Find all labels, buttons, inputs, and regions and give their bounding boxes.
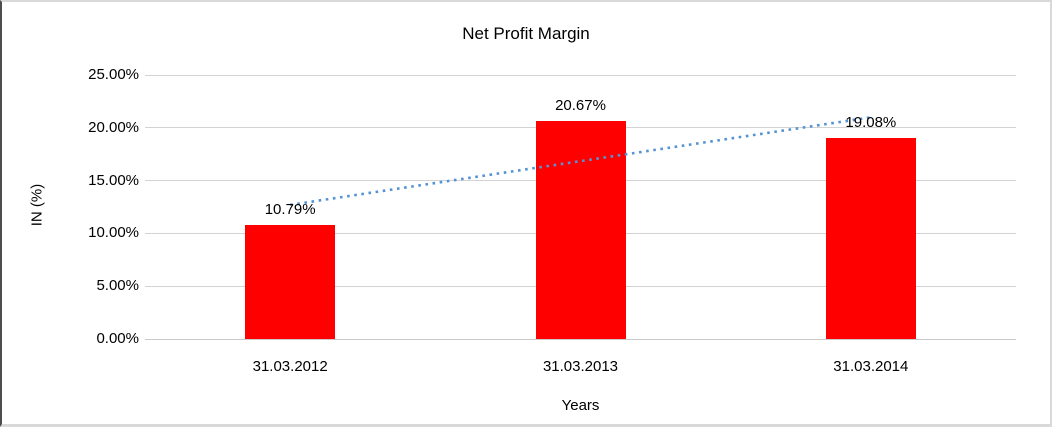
chart-title: Net Profit Margin [462,24,590,43]
x-tick-label: 31.03.2014 [833,358,909,375]
x-tick-label: 31.03.2013 [542,358,619,375]
gridline [145,74,1016,76]
bar-value-label: 19.08% [845,113,897,131]
y-tick-label: 5.00% [96,277,139,295]
x-axis-title: Years [561,397,600,414]
bar [245,225,336,339]
y-tick-label: 10.00% [88,224,139,242]
y-tick-label: 20.00% [88,118,139,136]
bar [825,137,916,339]
y-tick-label: 15.00% [88,171,139,189]
bar-value-label: 10.79% [264,201,316,219]
y-tick-label: 25.00% [88,66,139,83]
bar-value-label: 20.67% [555,96,606,114]
x-axis-line [145,338,1016,340]
plot-area: 10.79% 20.67% 19.08% [145,74,1016,340]
bar [535,120,626,339]
x-tick-label: 31.03.2012 [252,358,328,375]
y-tick-label: 0.00% [96,330,139,347]
y-axis-title: IN (%) [28,183,46,227]
